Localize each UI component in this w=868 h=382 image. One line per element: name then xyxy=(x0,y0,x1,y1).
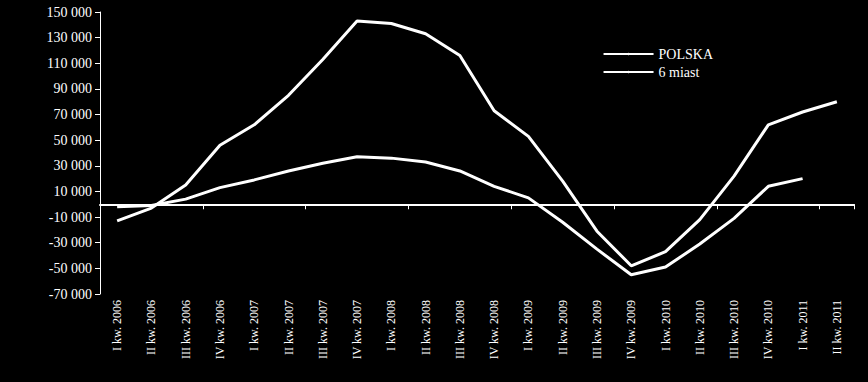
svg-text:IV kw. 2009: IV kw. 2009 xyxy=(624,300,638,359)
svg-text:50 000: 50 000 xyxy=(54,133,93,148)
svg-text:III kw. 2008: III kw. 2008 xyxy=(453,300,467,359)
svg-text:I kw. 2011: I kw. 2011 xyxy=(796,300,810,350)
svg-text:III kw. 2010: III kw. 2010 xyxy=(727,300,741,359)
svg-text:II kw. 2007: II kw. 2007 xyxy=(282,300,296,355)
svg-text:I kw. 2009: I kw. 2009 xyxy=(521,300,535,351)
svg-text:POLSKA: POLSKA xyxy=(659,47,714,62)
svg-text:-10 000: -10 000 xyxy=(49,210,92,225)
svg-text:I kw. 2006: I kw. 2006 xyxy=(110,300,124,351)
svg-text:110 000: 110 000 xyxy=(47,56,92,71)
svg-text:III kw. 2009: III kw. 2009 xyxy=(590,300,604,359)
svg-text:70 000: 70 000 xyxy=(54,107,93,122)
svg-text:-30 000: -30 000 xyxy=(49,235,92,250)
svg-text:I kw. 2008: I kw. 2008 xyxy=(384,300,398,351)
svg-text:II kw. 2010: II kw. 2010 xyxy=(693,300,707,355)
svg-text:II kw. 2011: II kw. 2011 xyxy=(830,300,844,354)
svg-text:-50 000: -50 000 xyxy=(49,261,92,276)
svg-text:III kw. 2006: III kw. 2006 xyxy=(179,300,193,359)
svg-text:IV kw. 2006: IV kw. 2006 xyxy=(213,300,227,359)
svg-text:130 000: 130 000 xyxy=(47,30,93,45)
svg-text:-70 000: -70 000 xyxy=(49,287,92,302)
svg-text:IV kw. 2007: IV kw. 2007 xyxy=(350,300,364,359)
svg-text:30 000: 30 000 xyxy=(54,158,93,173)
svg-text:10 000: 10 000 xyxy=(54,184,93,199)
svg-text:I kw. 2007: I kw. 2007 xyxy=(247,300,261,351)
svg-text:150 000: 150 000 xyxy=(47,5,93,20)
svg-text:II kw. 2006: II kw. 2006 xyxy=(144,300,158,355)
svg-text:I kw. 2010: I kw. 2010 xyxy=(659,300,673,351)
svg-text:6 miast: 6 miast xyxy=(659,65,700,80)
svg-text:IV kw. 2010: IV kw. 2010 xyxy=(761,300,775,359)
svg-text:II kw. 2009: II kw. 2009 xyxy=(556,300,570,355)
svg-text:IV kw. 2008: IV kw. 2008 xyxy=(487,300,501,359)
svg-text:III kw. 2007: III kw. 2007 xyxy=(316,300,330,359)
svg-text:II kw. 2008: II kw. 2008 xyxy=(419,300,433,355)
svg-text:90 000: 90 000 xyxy=(54,81,93,96)
